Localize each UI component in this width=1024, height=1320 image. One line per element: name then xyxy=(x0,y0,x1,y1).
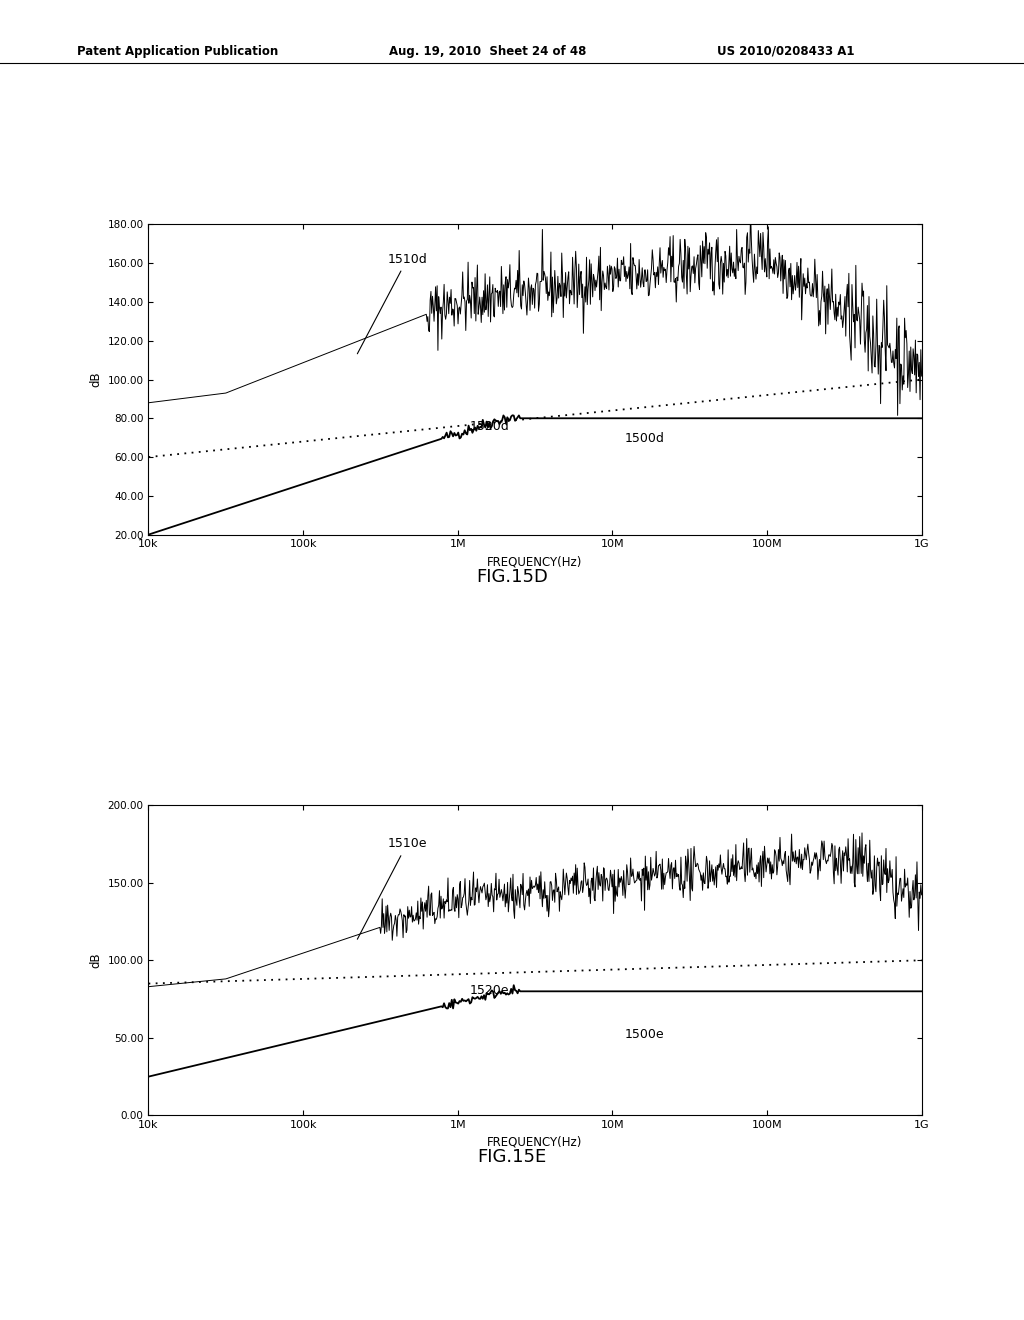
X-axis label: FREQUENCY(Hz): FREQUENCY(Hz) xyxy=(487,1135,583,1148)
Text: 1500e: 1500e xyxy=(625,1028,665,1041)
Text: FIG.15D: FIG.15D xyxy=(476,568,548,586)
Text: 1510d: 1510d xyxy=(357,253,427,354)
Text: US 2010/0208433 A1: US 2010/0208433 A1 xyxy=(717,45,854,58)
Text: 1520e: 1520e xyxy=(470,985,510,998)
Text: Aug. 19, 2010  Sheet 24 of 48: Aug. 19, 2010 Sheet 24 of 48 xyxy=(389,45,587,58)
Text: 1510e: 1510e xyxy=(357,837,427,940)
Text: FIG.15E: FIG.15E xyxy=(477,1148,547,1167)
X-axis label: FREQUENCY(Hz): FREQUENCY(Hz) xyxy=(487,554,583,568)
Text: 1520d: 1520d xyxy=(470,420,510,433)
Text: Patent Application Publication: Patent Application Publication xyxy=(77,45,279,58)
Text: 1500d: 1500d xyxy=(625,432,665,445)
Y-axis label: dB: dB xyxy=(89,953,102,968)
Y-axis label: dB: dB xyxy=(89,372,102,387)
